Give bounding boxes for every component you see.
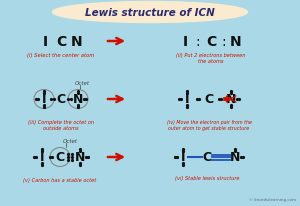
Text: (ii) Put 2 electrons between
the atoms: (ii) Put 2 electrons between the atoms (176, 53, 246, 64)
Text: I: I (42, 35, 48, 49)
Text: N: N (73, 93, 83, 106)
Text: C: C (56, 35, 66, 49)
Text: Octet: Octet (74, 81, 89, 86)
Text: Lewis structure of ICN: Lewis structure of ICN (85, 8, 215, 18)
Text: N: N (230, 35, 242, 49)
Text: N: N (226, 93, 236, 106)
Text: (v) Carbon has a stable octet: (v) Carbon has a stable octet (23, 177, 97, 182)
Text: C: C (202, 151, 211, 164)
Text: Octet: Octet (62, 139, 77, 144)
Text: (vi) Stable lewis structure: (vi) Stable lewis structure (175, 175, 239, 180)
Text: (i) Select the center atom: (i) Select the center atom (27, 53, 95, 58)
Text: :: : (196, 35, 200, 49)
Text: N: N (71, 35, 83, 49)
Text: (iv) Move the electron pair from the
outer atom to get stable structure: (iv) Move the electron pair from the out… (167, 119, 251, 131)
Text: I: I (185, 93, 189, 106)
Text: N: N (230, 151, 240, 164)
Text: I: I (40, 151, 44, 164)
Text: C: C (56, 93, 66, 106)
Text: I: I (181, 151, 185, 164)
Text: © knordsilearning.com: © knordsilearning.com (249, 197, 296, 201)
Text: C: C (56, 151, 64, 164)
Text: I: I (182, 35, 188, 49)
Text: N: N (75, 151, 85, 164)
Text: C: C (206, 35, 216, 49)
Text: I: I (42, 93, 46, 106)
Text: :: : (222, 35, 226, 49)
Text: C: C (204, 93, 214, 106)
Text: (iii) Complete the octet on
outside atoms: (iii) Complete the octet on outside atom… (28, 119, 94, 131)
Ellipse shape (52, 2, 247, 23)
